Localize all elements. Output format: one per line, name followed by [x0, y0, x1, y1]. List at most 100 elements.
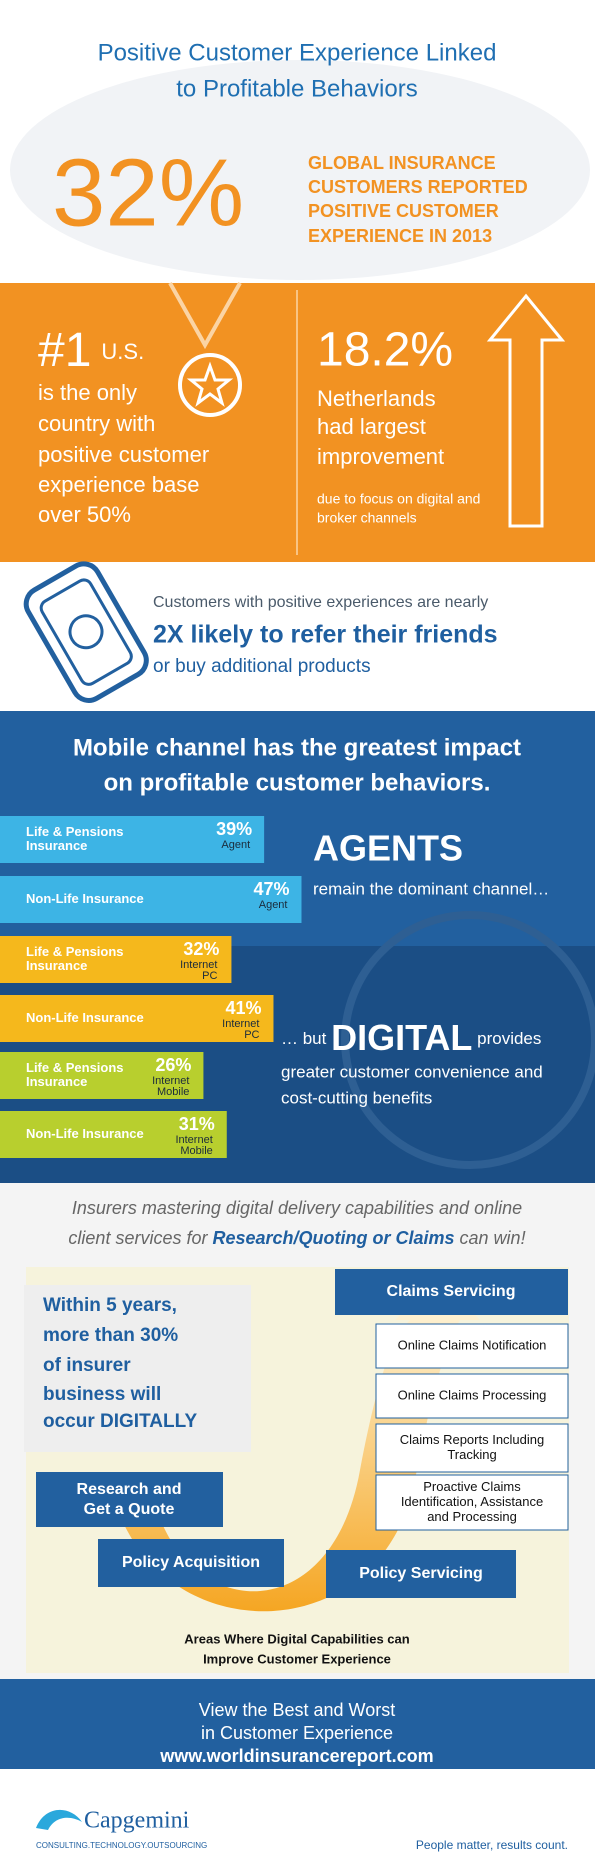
- bar-label: Life & Pensions: [26, 944, 124, 959]
- us-text: country with: [38, 411, 155, 436]
- us-text: over 50%: [38, 502, 131, 527]
- nl-text: had largest: [317, 414, 426, 439]
- mastering-text: client services for Research/Quoting or …: [68, 1228, 525, 1248]
- bar-channel: Internet: [180, 959, 217, 971]
- research-text: Get a Quote: [84, 1501, 175, 1518]
- claims-item: Claims Reports Including: [400, 1432, 545, 1447]
- within-text: of insurer: [43, 1355, 131, 1376]
- claims-item: Online Claims Notification: [398, 1337, 547, 1352]
- bar-value: 32%: [183, 939, 219, 959]
- bar-label: Insurance: [26, 958, 87, 973]
- bar-channel: Internet: [152, 1075, 189, 1087]
- servicing-text: Policy Servicing: [359, 1565, 483, 1582]
- refer-text: 2X likely to refer their friends: [153, 621, 498, 649]
- bar-channel: Internet: [222, 1018, 259, 1030]
- within-text: business will: [43, 1384, 161, 1405]
- bar-label: Insurance: [26, 838, 87, 853]
- digital-text: greater customer convenience and: [281, 1062, 543, 1081]
- title: to Profitable Behaviors: [176, 75, 417, 102]
- stat-text: POSITIVE CUSTOMER: [308, 201, 499, 221]
- bar: [0, 995, 274, 1042]
- bar: [0, 1111, 227, 1158]
- bar-channel: PC: [202, 970, 217, 982]
- within-box: [24, 1285, 251, 1452]
- claims-item: Proactive Claims: [423, 1479, 521, 1494]
- claims-item: Online Claims Processing: [398, 1387, 547, 1402]
- bar-label: Non-Life Insurance: [26, 1126, 144, 1141]
- bar-channel: Mobile: [157, 1086, 189, 1098]
- bar: [0, 816, 265, 863]
- bar-value: 41%: [225, 998, 261, 1018]
- cta-url[interactable]: www.worldinsurancereport.com: [159, 1746, 433, 1766]
- claims-item: and Processing: [427, 1509, 517, 1524]
- nl-text: improvement: [317, 444, 444, 469]
- agents-heading: AGENTS: [313, 828, 463, 869]
- research-box: [36, 1472, 223, 1527]
- medal: [178, 353, 242, 417]
- agents-text: remain the dominant channel…: [313, 879, 549, 898]
- digital-text: … but DIGITAL provides: [281, 1017, 541, 1058]
- cta-text: View the Best and Worst: [199, 1700, 395, 1720]
- nl-text: Netherlands: [317, 386, 436, 411]
- medal-ribbon: [168, 282, 242, 350]
- map-bg: [10, 60, 590, 280]
- nl-note: broker channels: [317, 510, 417, 526]
- within-text: occur DIGITALLY: [43, 1411, 197, 1432]
- nl-note: due to focus on digital and: [317, 491, 480, 507]
- bar-label: Life & Pensions: [26, 1060, 124, 1075]
- claims-header: Claims Servicing: [387, 1283, 516, 1300]
- stat-text: CUSTOMERS REPORTED: [308, 177, 528, 197]
- brand-tagline: CONSULTING.TECHNOLOGY.OUTSOURCING: [36, 1841, 207, 1850]
- claims-item: Identification, Assistance: [401, 1494, 543, 1509]
- bar-value: 47%: [253, 879, 289, 899]
- bar-channel: Mobile: [180, 1145, 212, 1157]
- acquisition-text: Policy Acquisition: [122, 1554, 260, 1571]
- cta-band: [0, 1679, 595, 1769]
- big-stat: 32%: [52, 139, 244, 246]
- bar-label: Non-Life Insurance: [26, 891, 144, 906]
- star: [186, 361, 234, 407]
- caption: Improve Customer Experience: [203, 1651, 391, 1666]
- us-text: experience base: [38, 472, 199, 497]
- bar-label: Insurance: [26, 1074, 87, 1089]
- section-title: on profitable customer behaviors.: [104, 769, 491, 796]
- us-text: positive customer: [38, 442, 209, 467]
- claims-item-box: [375, 1474, 569, 1531]
- bar-value: 26%: [155, 1055, 191, 1075]
- brand: Capgemini: [84, 1808, 190, 1834]
- slogan: People matter, results count.: [416, 1838, 568, 1852]
- bar: [0, 1052, 204, 1099]
- stat-text: GLOBAL INSURANCE: [308, 153, 496, 173]
- claims-item-box: [375, 1373, 569, 1419]
- bar: [0, 936, 232, 983]
- bar: [0, 876, 302, 923]
- bar-value: 31%: [179, 1114, 215, 1134]
- stat-text: EXPERIENCE IN 2013: [308, 226, 492, 246]
- claims-header-box: [335, 1269, 568, 1315]
- cta-text: in Customer Experience: [201, 1723, 393, 1743]
- nl-stat: 18.2%: [317, 324, 453, 377]
- phone-icon: [23, 561, 149, 703]
- caption: Areas Where Digital Capabilities can: [184, 1631, 409, 1646]
- rank: #1 U.S.: [38, 324, 144, 377]
- claims-item: Tracking: [447, 1447, 496, 1462]
- globe: [341, 911, 595, 1169]
- digital-text: cost-cutting benefits: [281, 1088, 432, 1107]
- refer-text: Customers with positive experiences are …: [153, 594, 488, 611]
- bar-channel: PC: [244, 1029, 259, 1041]
- claims-item-box: [375, 1423, 569, 1473]
- research-text: Research and: [77, 1481, 182, 1498]
- mastering-text: Insurers mastering digital delivery capa…: [72, 1198, 522, 1218]
- logo-icon: [36, 1809, 82, 1830]
- bar-channel: Internet: [175, 1134, 212, 1146]
- section-title: Mobile channel has the greatest impact: [73, 734, 521, 761]
- within-text: Within 5 years,: [43, 1295, 177, 1316]
- bar-label: Non-Life Insurance: [26, 1010, 144, 1025]
- bar-value: 39%: [216, 819, 252, 839]
- claims-item-box: [375, 1323, 569, 1369]
- refer-text: or buy additional products: [153, 656, 371, 677]
- within-text: more than 30%: [43, 1325, 178, 1346]
- servicing-box: [326, 1550, 516, 1598]
- bar-label: Life & Pensions: [26, 824, 124, 839]
